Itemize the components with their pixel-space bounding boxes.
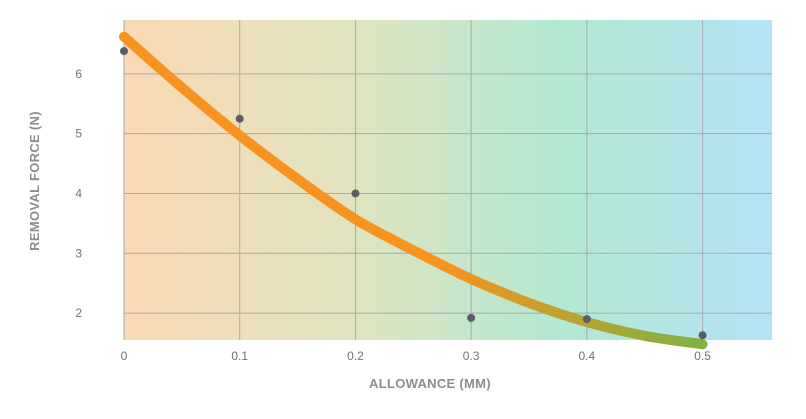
y-tick-label: 2 xyxy=(75,306,82,320)
x-tick-labels: 0 0.1 0.2 0.3 0.4 0.5 xyxy=(121,349,712,363)
x-axis-title: ALLOWANCE (MM) xyxy=(369,376,491,391)
data-point xyxy=(698,331,707,340)
x-tick-label: 0.5 xyxy=(694,349,711,363)
y-axis-title: REMOVAL FORCE (N) xyxy=(27,111,42,251)
data-point xyxy=(467,313,476,322)
y-tick-label: 6 xyxy=(75,67,82,81)
x-tick-label: 0.2 xyxy=(347,349,364,363)
y-tick-label: 5 xyxy=(75,127,82,141)
data-point xyxy=(351,189,360,198)
y-tick-labels: 2 3 4 5 6 xyxy=(75,67,82,320)
plot-background xyxy=(124,20,772,340)
data-point xyxy=(582,315,591,324)
x-tick-label: 0.3 xyxy=(463,349,480,363)
data-points xyxy=(120,47,707,340)
x-tick-label: 0 xyxy=(121,349,128,363)
data-point xyxy=(120,47,128,56)
data-point xyxy=(235,114,244,123)
x-tick-label: 0.4 xyxy=(579,349,596,363)
y-tick-label: 3 xyxy=(75,246,82,260)
x-tick-label: 0.1 xyxy=(231,349,248,363)
trend-line xyxy=(119,31,708,350)
y-tick-label: 4 xyxy=(75,186,82,200)
